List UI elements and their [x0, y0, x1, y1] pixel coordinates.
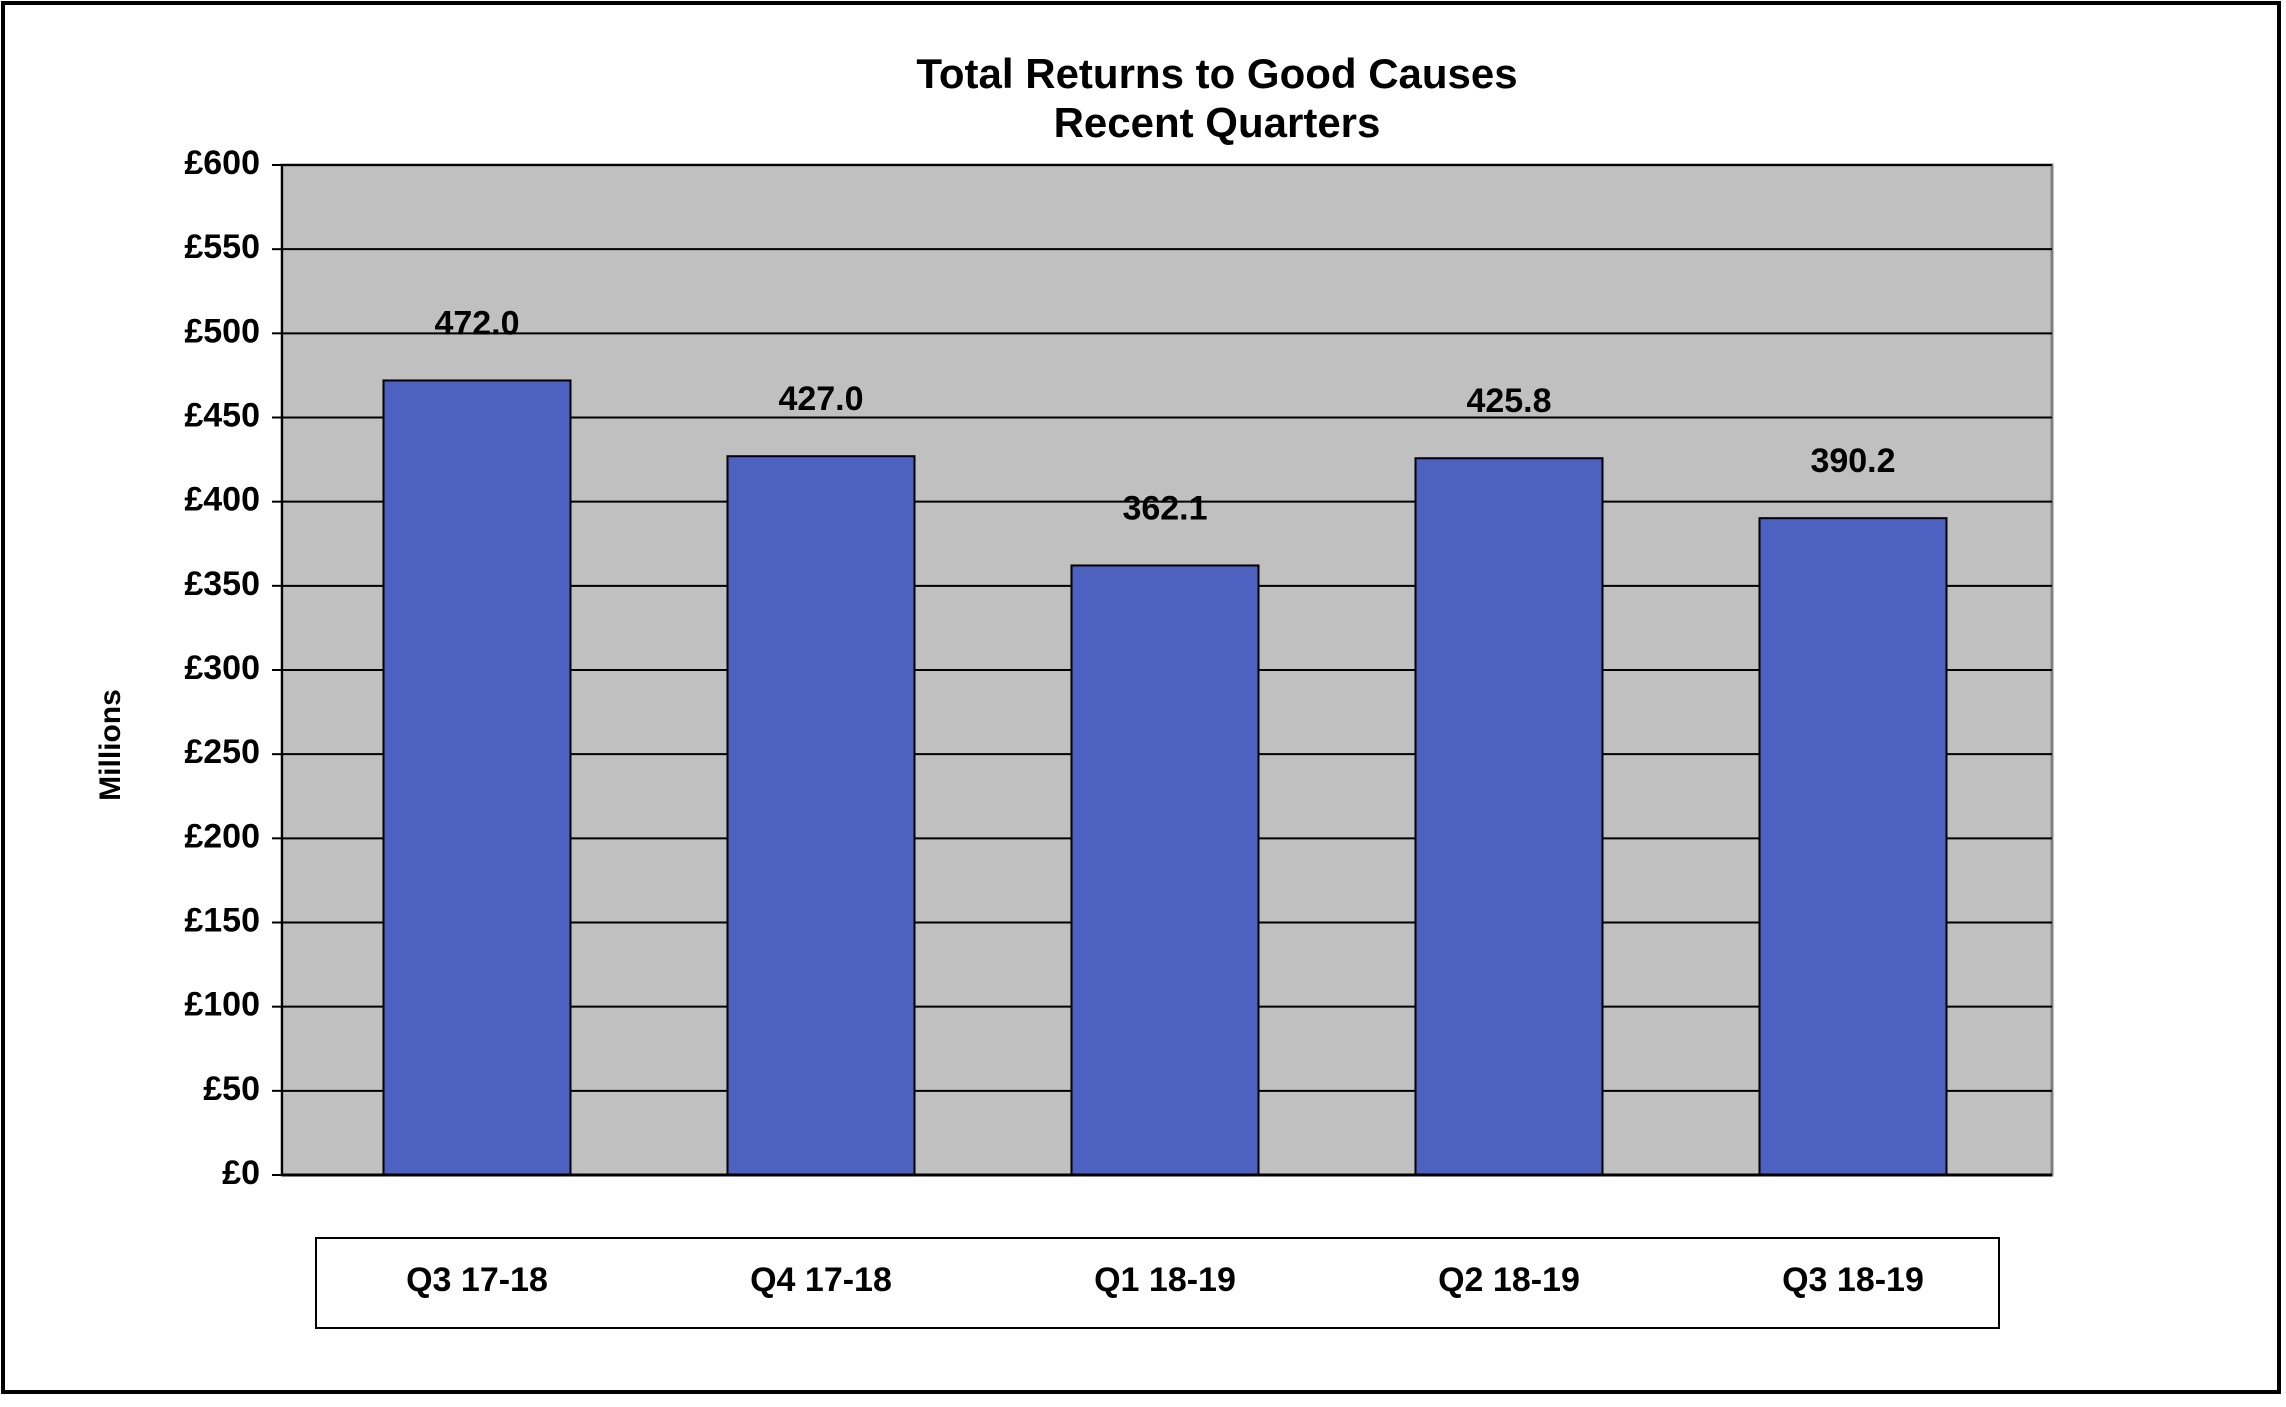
x-tick-label: Q3 18-19 — [1782, 1261, 1924, 1299]
y-tick-label: £50 — [203, 1070, 260, 1108]
y-tick-label: £400 — [184, 481, 260, 519]
bar — [1414, 457, 1604, 1176]
x-tick-label: Q3 17-18 — [406, 1261, 548, 1299]
bar — [1758, 517, 1948, 1176]
data-label: 472.0 — [434, 304, 519, 342]
data-label: 425.8 — [1466, 382, 1551, 420]
x-tick-label: Q1 18-19 — [1094, 1261, 1236, 1299]
y-tick-label: £250 — [184, 733, 260, 771]
y-tick-label: £150 — [184, 901, 260, 939]
x-tick-label: Q4 17-18 — [750, 1261, 892, 1299]
chart-subtitle: Recent Quarters — [1054, 99, 1381, 146]
y-tick-label: £200 — [184, 817, 260, 855]
data-label: 427.0 — [778, 380, 863, 418]
y-tick-label: £0 — [222, 1154, 260, 1192]
data-label: 362.1 — [1122, 489, 1207, 527]
y-tick-label: £600 — [184, 144, 260, 182]
y-tick-label: £350 — [184, 565, 260, 603]
data-label: 390.2 — [1810, 442, 1895, 480]
y-tick-label: £450 — [184, 396, 260, 434]
y-tick-label: £300 — [184, 649, 260, 687]
y-tick-label: £550 — [184, 228, 260, 266]
category-box — [315, 1237, 2000, 1329]
bar — [382, 379, 572, 1176]
chart-title: Total Returns to Good Causes — [916, 50, 1517, 97]
y-axis-label: Millions — [94, 689, 127, 801]
y-tick-label: £500 — [184, 312, 260, 350]
x-tick-label: Q2 18-19 — [1438, 1261, 1580, 1299]
bar — [1070, 564, 1260, 1176]
y-tick-label: £100 — [184, 986, 260, 1024]
bar — [726, 455, 916, 1176]
